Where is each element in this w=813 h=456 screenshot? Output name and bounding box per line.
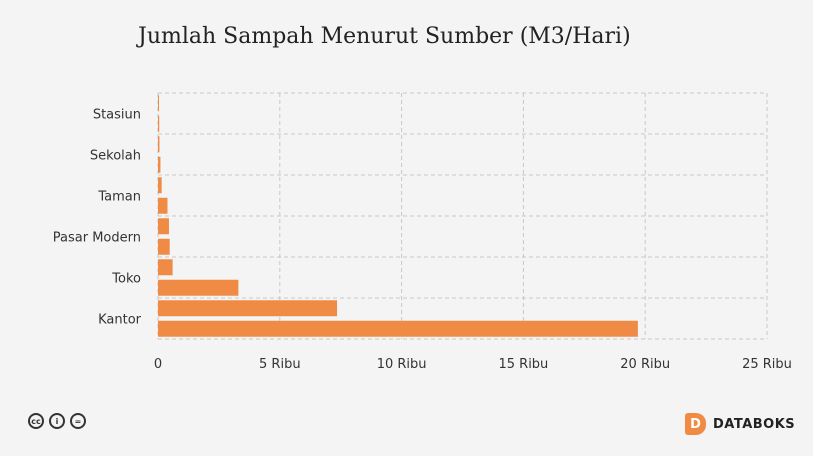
x-tick-label: 0 (154, 357, 162, 372)
category-label: Toko (111, 272, 141, 287)
databoks-logo-icon: D (685, 413, 706, 435)
category-label: Sekolah (90, 149, 141, 164)
cc-icon: cc (28, 413, 44, 429)
x-tick-label: 5 Ribu (259, 357, 301, 372)
nd-icon: = (70, 413, 86, 429)
brand-logo[interactable]: D DATABOKS (685, 413, 795, 435)
x-tick-label: 10 Ribu (377, 357, 427, 372)
bar (158, 156, 161, 173)
bar (158, 218, 169, 235)
bars (158, 95, 638, 337)
bar (158, 177, 162, 194)
category-label: Stasiun (93, 108, 141, 123)
category-label: Taman (97, 190, 141, 205)
bar (158, 300, 338, 317)
grid-lines (157, 92, 768, 340)
chart-title: Jumlah Sampah Menurut Sumber (M3/Hari) (138, 24, 631, 49)
bar (158, 115, 160, 132)
bar (158, 136, 160, 153)
x-axis-tick-labels: 0 5 Ribu 10 Ribu 15 Ribu 20 Ribu 25 Ribu (154, 357, 792, 372)
bar (158, 320, 638, 337)
by-icon: i (49, 413, 65, 429)
bar (158, 238, 170, 255)
bar (158, 197, 168, 214)
x-tick-label: 15 Ribu (498, 357, 548, 372)
brand-name: DATABOKS (713, 416, 796, 432)
category-labels: Stasiun Sekolah Taman Pasar Modern Toko Kanto… (53, 108, 142, 328)
license-icons: cc i = (28, 413, 86, 429)
bar (158, 259, 173, 276)
category-label: Pasar Modern (53, 231, 141, 246)
bar (158, 279, 239, 296)
category-label: Kantor (98, 313, 142, 328)
bar (158, 95, 159, 112)
x-tick-label: 25 Ribu (742, 357, 792, 372)
x-tick-label: 20 Ribu (620, 357, 670, 372)
